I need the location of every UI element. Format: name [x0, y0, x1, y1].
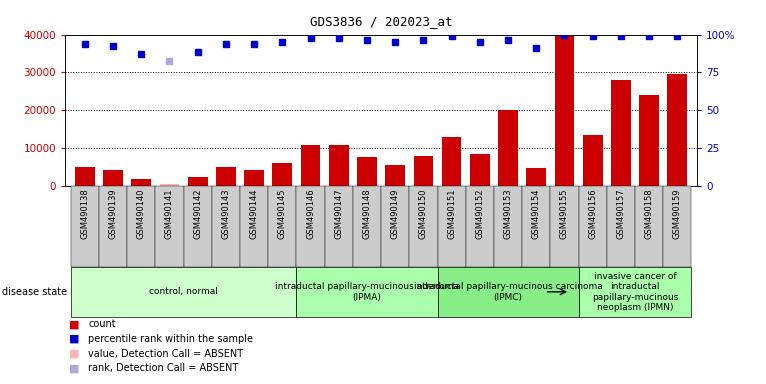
- Bar: [555, 36, 574, 186]
- Bar: [442, 137, 461, 186]
- Text: GSM490155: GSM490155: [560, 189, 569, 239]
- Bar: [639, 95, 659, 186]
- Bar: [268, 186, 296, 267]
- Bar: [466, 186, 494, 267]
- Text: value, Detection Call = ABSENT: value, Detection Call = ABSENT: [88, 349, 244, 359]
- Bar: [381, 186, 409, 267]
- Bar: [325, 186, 353, 267]
- Bar: [240, 186, 268, 267]
- Bar: [437, 267, 578, 317]
- Text: ■: ■: [69, 363, 80, 373]
- Bar: [296, 267, 437, 317]
- Bar: [353, 186, 381, 267]
- Bar: [301, 144, 320, 186]
- Bar: [70, 267, 296, 317]
- Bar: [526, 168, 546, 186]
- Bar: [329, 144, 349, 186]
- Bar: [296, 186, 325, 267]
- Text: GSM490141: GSM490141: [165, 189, 174, 239]
- Text: GSM490159: GSM490159: [673, 189, 682, 239]
- Text: GSM490138: GSM490138: [80, 189, 90, 239]
- Bar: [583, 135, 603, 186]
- Text: intraductal papillary-mucinous carcinoma
(IPMC): intraductal papillary-mucinous carcinoma…: [414, 282, 602, 301]
- Bar: [578, 267, 692, 317]
- Bar: [103, 170, 123, 186]
- Text: ■: ■: [69, 349, 80, 359]
- Text: GSM490143: GSM490143: [221, 189, 231, 239]
- Bar: [409, 186, 437, 267]
- Bar: [159, 184, 179, 186]
- Text: GSM490149: GSM490149: [391, 189, 400, 239]
- Text: GSM490148: GSM490148: [362, 189, 372, 239]
- Text: GSM490139: GSM490139: [109, 189, 117, 239]
- Bar: [667, 74, 687, 186]
- Text: percentile rank within the sample: percentile rank within the sample: [88, 334, 253, 344]
- Text: rank, Detection Call = ABSENT: rank, Detection Call = ABSENT: [88, 363, 238, 373]
- Bar: [216, 167, 236, 186]
- Text: GSM490145: GSM490145: [278, 189, 286, 239]
- Text: GSM490146: GSM490146: [306, 189, 315, 239]
- Bar: [132, 179, 151, 186]
- Text: invasive cancer of
intraductal
papillary-mucinous
neoplasm (IPMN): invasive cancer of intraductal papillary…: [592, 272, 678, 312]
- Text: GSM490156: GSM490156: [588, 189, 597, 239]
- Bar: [184, 186, 212, 267]
- Text: GSM490151: GSM490151: [447, 189, 456, 239]
- Bar: [75, 167, 95, 186]
- Text: disease state: disease state: [2, 287, 67, 297]
- Text: GSM490144: GSM490144: [250, 189, 259, 239]
- Bar: [244, 170, 264, 186]
- Bar: [70, 186, 99, 267]
- Text: GSM490152: GSM490152: [476, 189, 484, 239]
- Bar: [385, 165, 405, 186]
- Bar: [494, 186, 522, 267]
- Text: GSM490153: GSM490153: [503, 189, 512, 239]
- Text: count: count: [88, 319, 116, 329]
- Bar: [437, 186, 466, 267]
- Bar: [188, 177, 208, 186]
- Bar: [498, 111, 518, 186]
- Bar: [357, 157, 377, 186]
- Bar: [607, 186, 635, 267]
- Text: GSM490140: GSM490140: [137, 189, 146, 239]
- Bar: [663, 186, 692, 267]
- Bar: [414, 156, 434, 186]
- Text: GSM490150: GSM490150: [419, 189, 428, 239]
- Bar: [127, 186, 155, 267]
- Text: ■: ■: [69, 334, 80, 344]
- Text: ■: ■: [69, 319, 80, 329]
- Bar: [470, 154, 489, 186]
- Bar: [155, 186, 184, 267]
- Bar: [611, 80, 630, 186]
- Text: GDS3836 / 202023_at: GDS3836 / 202023_at: [309, 15, 453, 28]
- Text: GSM490147: GSM490147: [334, 189, 343, 239]
- Text: GSM490154: GSM490154: [532, 189, 541, 239]
- Bar: [578, 186, 607, 267]
- Bar: [550, 186, 578, 267]
- Bar: [522, 186, 550, 267]
- Text: control, normal: control, normal: [149, 287, 218, 296]
- Text: GSM490157: GSM490157: [617, 189, 625, 239]
- Text: GSM490158: GSM490158: [645, 189, 653, 239]
- Bar: [99, 186, 127, 267]
- Bar: [212, 186, 240, 267]
- Text: intraductal papillary-mucinous adenoma
(IPMA): intraductal papillary-mucinous adenoma (…: [275, 282, 459, 301]
- Bar: [273, 163, 292, 186]
- Bar: [635, 186, 663, 267]
- Text: GSM490142: GSM490142: [193, 189, 202, 239]
